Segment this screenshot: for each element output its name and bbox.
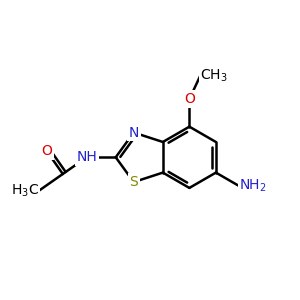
Text: O: O — [41, 144, 52, 158]
Text: H$_3$C: H$_3$C — [11, 182, 39, 199]
Text: NH$_2$: NH$_2$ — [239, 178, 267, 194]
Text: NH: NH — [76, 150, 97, 164]
Text: S: S — [129, 175, 138, 189]
Text: O: O — [184, 92, 195, 106]
Text: N: N — [128, 125, 139, 140]
Text: CH$_3$: CH$_3$ — [200, 67, 228, 84]
